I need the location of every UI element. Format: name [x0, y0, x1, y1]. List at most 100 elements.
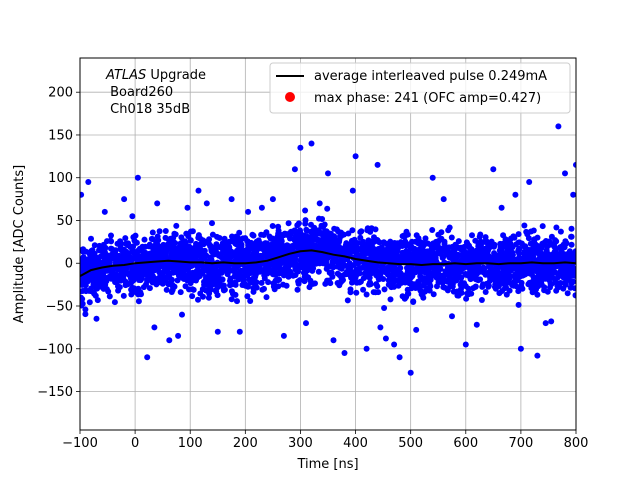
sample-point: [235, 240, 242, 247]
sample-point: [106, 293, 113, 300]
sample-point: [538, 281, 545, 288]
sample-point: [453, 245, 460, 251]
sample-point: [336, 282, 343, 289]
sample-point: [482, 289, 489, 295]
outlier-point: [449, 313, 455, 320]
sample-point: [256, 263, 263, 270]
outlier-point: [80, 191, 85, 198]
sample-point: [367, 228, 374, 235]
sample-point: [442, 244, 449, 251]
y-tick-label: 150: [48, 128, 73, 143]
annotation-board: Board260: [106, 85, 173, 100]
outlier-point: [490, 166, 497, 173]
sample-point: [174, 277, 181, 284]
sample-point: [232, 291, 239, 298]
outlier-point: [144, 354, 151, 361]
outlier-point: [195, 187, 202, 194]
svg-text:ATLAS Upgrade: ATLAS Upgrade: [105, 68, 206, 83]
sample-point: [430, 291, 437, 298]
outlier-point: [316, 200, 323, 207]
sample-point: [178, 234, 185, 241]
sample-point: [429, 252, 436, 259]
y-tick-label: 0: [65, 257, 73, 272]
sample-point: [341, 271, 348, 278]
outlier-point: [440, 196, 447, 203]
sample-point: [435, 231, 442, 238]
legend-marker-swatch: [285, 92, 295, 102]
sample-point: [304, 228, 311, 234]
sample-point: [173, 269, 180, 276]
sample-point: [250, 250, 257, 257]
sample-point: [556, 252, 563, 259]
outlier-point: [203, 200, 210, 207]
sample-point: [156, 251, 163, 258]
sample-point: [88, 256, 95, 263]
sample-point: [416, 268, 423, 274]
sample-point: [130, 243, 137, 250]
sample-point: [502, 281, 509, 288]
sample-point: [568, 241, 575, 248]
sample-point: [331, 245, 338, 252]
sample-point: [305, 274, 312, 281]
sample-point: [391, 283, 397, 290]
sample-point: [475, 263, 482, 269]
sample-point: [442, 277, 449, 284]
sample-point: [485, 255, 492, 262]
sample-point: [114, 265, 121, 272]
outlier-point: [407, 369, 414, 376]
outlier-point: [363, 345, 370, 352]
sample-point: [420, 275, 427, 282]
sample-point: [357, 278, 364, 285]
sample-point: [231, 250, 238, 257]
legend-box: [269, 62, 571, 114]
sample-point: [450, 269, 457, 276]
sample-point: [150, 244, 157, 251]
outlier-point: [341, 350, 348, 356]
sample-point: [348, 248, 355, 255]
sample-point: [290, 272, 297, 279]
sample-point: [264, 254, 271, 261]
sample-point: [209, 281, 216, 288]
sample-point: [557, 244, 564, 251]
outlier-point: [349, 187, 356, 194]
sample-point: [555, 284, 562, 291]
sample-point: [366, 239, 373, 246]
sample-point: [258, 279, 265, 286]
sample-point: [547, 280, 554, 287]
x-tick-label: −100: [62, 436, 98, 451]
sample-point: [510, 233, 517, 240]
sample-point: [105, 267, 112, 274]
sample-point: [127, 256, 134, 263]
x-tick-label: 200: [233, 436, 258, 451]
sample-point: [216, 235, 223, 241]
sample-point: [200, 252, 207, 259]
sample-point: [263, 294, 270, 301]
sample-point: [390, 273, 397, 280]
sample-point: [469, 232, 475, 239]
outlier-point: [526, 179, 533, 185]
sample-point: [551, 251, 558, 258]
sample-point: [154, 233, 161, 240]
sample-point: [523, 228, 530, 235]
sample-point: [157, 273, 164, 280]
sample-point: [468, 266, 475, 273]
sample-point: [418, 250, 425, 257]
sample-point: [391, 267, 397, 274]
sample-point: [258, 255, 265, 262]
sample-point: [541, 275, 548, 282]
sample-point: [331, 225, 338, 232]
sample-point: [347, 264, 354, 271]
sample-point: [525, 235, 532, 242]
sample-point: [480, 264, 487, 271]
sample-point: [322, 280, 329, 287]
sample-point: [194, 262, 201, 269]
sample-point: [108, 238, 115, 245]
plot-frame: [79, 57, 577, 431]
outlier-point: [151, 324, 158, 331]
sample-point: [278, 232, 285, 238]
sample-point: [128, 279, 135, 286]
sample-point: [456, 252, 463, 259]
outlier-point: [570, 191, 576, 198]
sample-point: [231, 264, 238, 271]
sample-point: [86, 287, 92, 294]
